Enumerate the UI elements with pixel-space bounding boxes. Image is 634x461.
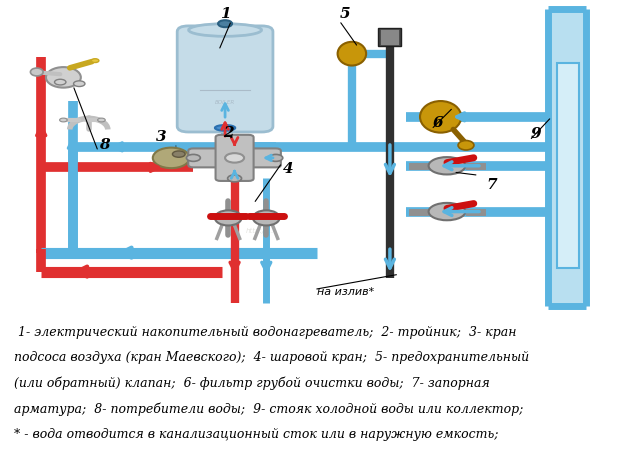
Ellipse shape [215,210,242,225]
Text: 7: 7 [486,178,496,192]
Text: 2: 2 [223,126,233,140]
FancyBboxPatch shape [177,26,273,132]
Text: подсоса воздуха (кран Маевского);  4- шаровой кран;  5- предохранительный: подсоса воздуха (кран Маевского); 4- шар… [14,351,529,364]
Ellipse shape [228,175,242,182]
Text: (или обратный) клапан;  6- фильтр грубой очистки воды;  7- запорная: (или обратный) клапан; 6- фильтр грубой … [14,377,489,390]
Ellipse shape [253,210,280,225]
Ellipse shape [60,118,67,122]
Ellipse shape [218,20,232,27]
Text: BOILER: BOILER [215,100,235,105]
Ellipse shape [172,151,185,157]
Text: 4: 4 [283,162,294,176]
Ellipse shape [337,42,366,65]
Ellipse shape [91,59,99,63]
Text: 9: 9 [531,127,541,141]
Bar [378,29,401,46]
Ellipse shape [429,157,465,174]
Ellipse shape [46,67,81,88]
Ellipse shape [420,101,462,133]
Ellipse shape [186,154,200,161]
Ellipse shape [153,148,190,168]
Text: 8: 8 [100,138,110,152]
Ellipse shape [74,81,85,87]
Ellipse shape [98,118,105,122]
Ellipse shape [30,68,43,76]
FancyBboxPatch shape [188,148,281,167]
Ellipse shape [189,24,261,36]
Ellipse shape [215,125,235,131]
Ellipse shape [458,141,474,150]
FancyBboxPatch shape [216,135,254,181]
Text: * - вода отводится в канализационный сток или в наружную емкость;: * - вода отводится в канализационный сто… [14,428,498,441]
Ellipse shape [225,153,244,163]
Text: 1- электрический накопительный водонагреватель;  2- тройник;  3- кран: 1- электрический накопительный водонагре… [14,326,516,339]
Bar [380,30,399,45]
Ellipse shape [429,203,465,220]
Text: 6: 6 [432,116,443,130]
Text: на излив*: на излив* [317,287,374,297]
Text: 5: 5 [340,7,351,21]
Text: 3: 3 [157,130,167,144]
Text: http://...: http://... [246,227,274,234]
Bar [557,63,579,268]
Text: 1: 1 [220,7,230,21]
Text: арматура;  8- потребители воды;  9- стояк холодной воды или коллектор;: арматура; 8- потребители воды; 9- стояк … [14,402,523,416]
Ellipse shape [55,79,66,85]
Ellipse shape [269,154,283,161]
Bar [550,11,585,305]
